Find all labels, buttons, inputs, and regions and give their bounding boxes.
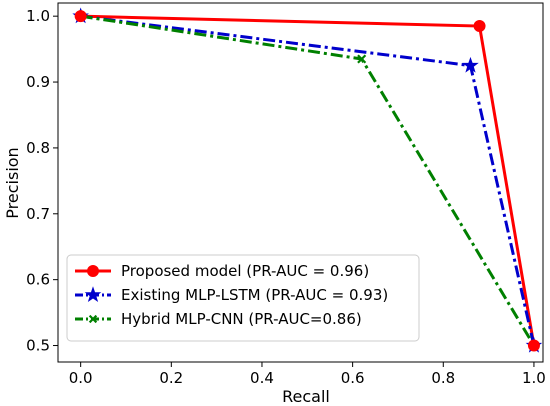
y-tick-label-1: 0.5 xyxy=(26,337,50,355)
x-tick-label-5: 0.8 xyxy=(431,369,455,387)
legend-marker-1 xyxy=(87,265,99,277)
series-1-point-3 xyxy=(527,339,540,352)
legend: Proposed model (PR-AUC = 0.96) Existing M… xyxy=(66,254,420,342)
y-axis-title: Precision xyxy=(3,147,22,218)
axes-frame xyxy=(57,2,544,363)
x-tick-label-4: 0.6 xyxy=(341,369,365,387)
legend-label-3: Hybrid MLP-CNN (PR-AUC=0.86) xyxy=(121,310,362,328)
x-tick-label-1: 0.0 xyxy=(69,369,93,387)
legend-label-2: Existing MLP-LSTM (PR-AUC = 0.93) xyxy=(121,286,388,304)
legend-marker-3 xyxy=(88,314,98,324)
series-2-point-2 xyxy=(462,56,479,73)
series-3-point-2-stroke-b xyxy=(357,54,367,64)
plot-area xyxy=(72,7,543,353)
x-axis-title: Recall xyxy=(282,387,330,406)
y-tick-label-2: 0.6 xyxy=(26,271,50,289)
axes: 0.0 0.2 0.4 0.6 0.8 1.0 0.5 0.6 0.7 0.8 0.9 1.0 xyxy=(26,2,546,387)
y-tick-label-4: 0.8 xyxy=(26,139,50,157)
legend-marker-3-stroke-b xyxy=(88,314,98,324)
y-tick-label-3: 0.7 xyxy=(26,205,50,223)
legend-marker-2 xyxy=(84,286,102,303)
y-tick-label-6: 1.0 xyxy=(26,7,50,25)
legend-label-1: Proposed model (PR-AUC = 0.96) xyxy=(121,262,369,280)
series-1-point-2 xyxy=(473,20,486,33)
legend-box xyxy=(66,254,420,342)
x-tick-label-6: 1.0 xyxy=(522,369,546,387)
x-tick-label-3: 0.4 xyxy=(250,369,274,387)
y-tick-label-5: 0.9 xyxy=(26,73,50,91)
x-tick-label-2: 0.2 xyxy=(159,369,183,387)
series-3-point-2 xyxy=(357,54,367,64)
series-1-point-1 xyxy=(74,10,87,23)
